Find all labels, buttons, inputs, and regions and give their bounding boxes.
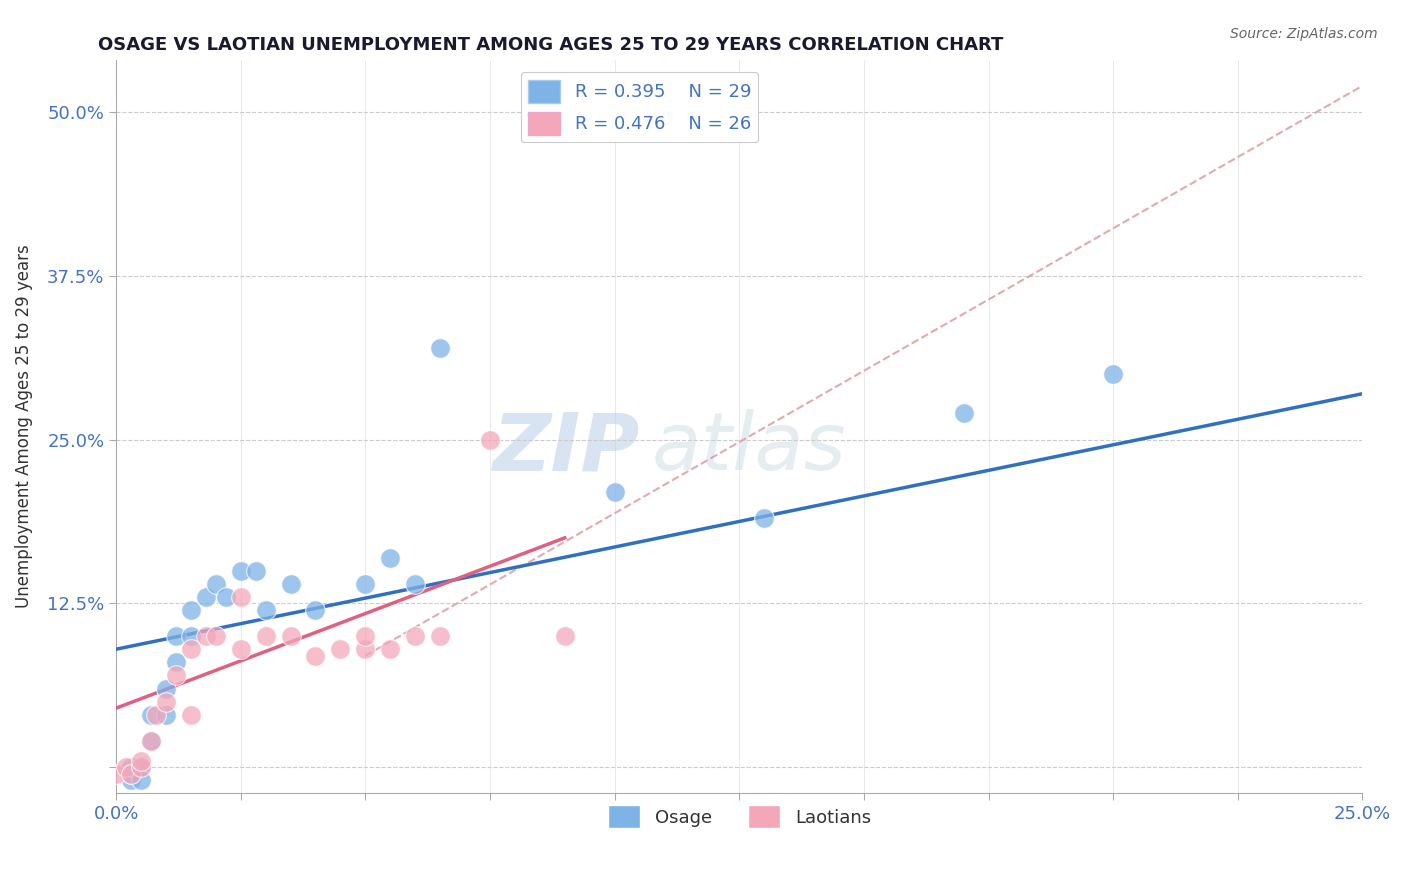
Point: [129, 760, 152, 774]
Point: [115, 760, 138, 774]
Text: atlas: atlas: [652, 409, 846, 488]
Point: [139, 734, 162, 748]
Point: [180, 603, 202, 617]
Point: [129, 773, 152, 788]
Point: [554, 629, 576, 643]
Point: [429, 341, 451, 355]
Point: [215, 590, 238, 604]
Point: [380, 550, 402, 565]
Point: [429, 629, 451, 643]
Point: [404, 629, 426, 643]
Point: [165, 629, 187, 643]
Point: [204, 629, 226, 643]
Point: [280, 629, 302, 643]
Point: [354, 629, 377, 643]
Point: [478, 433, 501, 447]
Point: [120, 766, 142, 780]
Point: [404, 576, 426, 591]
Point: [304, 648, 326, 663]
Point: [120, 766, 142, 780]
Point: [180, 629, 202, 643]
Point: [129, 760, 152, 774]
Point: [952, 406, 974, 420]
Point: [354, 642, 377, 657]
Legend: Osage, Laotians: Osage, Laotians: [600, 798, 879, 836]
Text: Source: ZipAtlas.com: Source: ZipAtlas.com: [1230, 27, 1378, 41]
Point: [194, 590, 217, 604]
Point: [254, 629, 277, 643]
Point: [380, 642, 402, 657]
Point: [139, 734, 162, 748]
Point: [120, 773, 142, 788]
Y-axis label: Unemployment Among Ages 25 to 29 years: Unemployment Among Ages 25 to 29 years: [15, 244, 32, 608]
Point: [329, 642, 352, 657]
Text: OSAGE VS LAOTIAN UNEMPLOYMENT AMONG AGES 25 TO 29 YEARS CORRELATION CHART: OSAGE VS LAOTIAN UNEMPLOYMENT AMONG AGES…: [98, 36, 1004, 54]
Point: [254, 603, 277, 617]
Point: [354, 576, 377, 591]
Point: [165, 668, 187, 682]
Point: [155, 681, 177, 696]
Point: [229, 564, 252, 578]
Point: [180, 642, 202, 657]
Point: [145, 707, 167, 722]
Point: [165, 656, 187, 670]
Point: [245, 564, 267, 578]
Point: [180, 707, 202, 722]
Point: [1102, 367, 1125, 381]
Text: ZIP: ZIP: [492, 409, 640, 488]
Point: [204, 576, 226, 591]
Point: [754, 511, 776, 525]
Point: [155, 695, 177, 709]
Point: [280, 576, 302, 591]
Point: [155, 707, 177, 722]
Point: [120, 760, 142, 774]
Point: [139, 707, 162, 722]
Point: [229, 642, 252, 657]
Point: [603, 485, 626, 500]
Point: [229, 590, 252, 604]
Point: [304, 603, 326, 617]
Point: [105, 766, 128, 780]
Point: [194, 629, 217, 643]
Point: [129, 754, 152, 768]
